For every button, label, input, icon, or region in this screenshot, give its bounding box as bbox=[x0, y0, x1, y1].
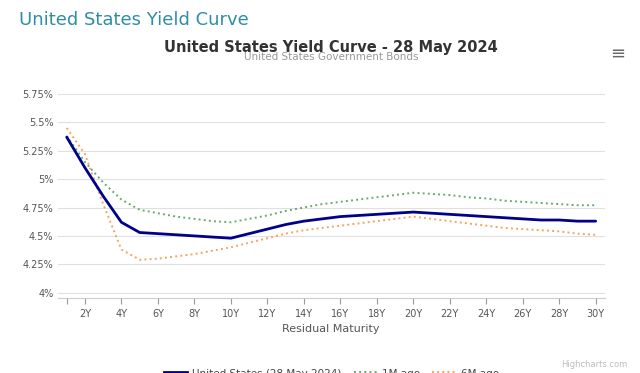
Title: United States Yield Curve - 28 May 2024: United States Yield Curve - 28 May 2024 bbox=[164, 40, 498, 55]
Text: ≡: ≡ bbox=[610, 45, 625, 63]
Text: Highcharts.com: Highcharts.com bbox=[561, 360, 627, 369]
Text: United States Yield Curve: United States Yield Curve bbox=[19, 11, 249, 29]
X-axis label: Residual Maturity: Residual Maturity bbox=[282, 325, 380, 334]
Legend: United States (28 May 2024), 1M ago, 6M ago: United States (28 May 2024), 1M ago, 6M … bbox=[159, 364, 503, 373]
Text: United States Government Bonds: United States Government Bonds bbox=[244, 52, 419, 62]
